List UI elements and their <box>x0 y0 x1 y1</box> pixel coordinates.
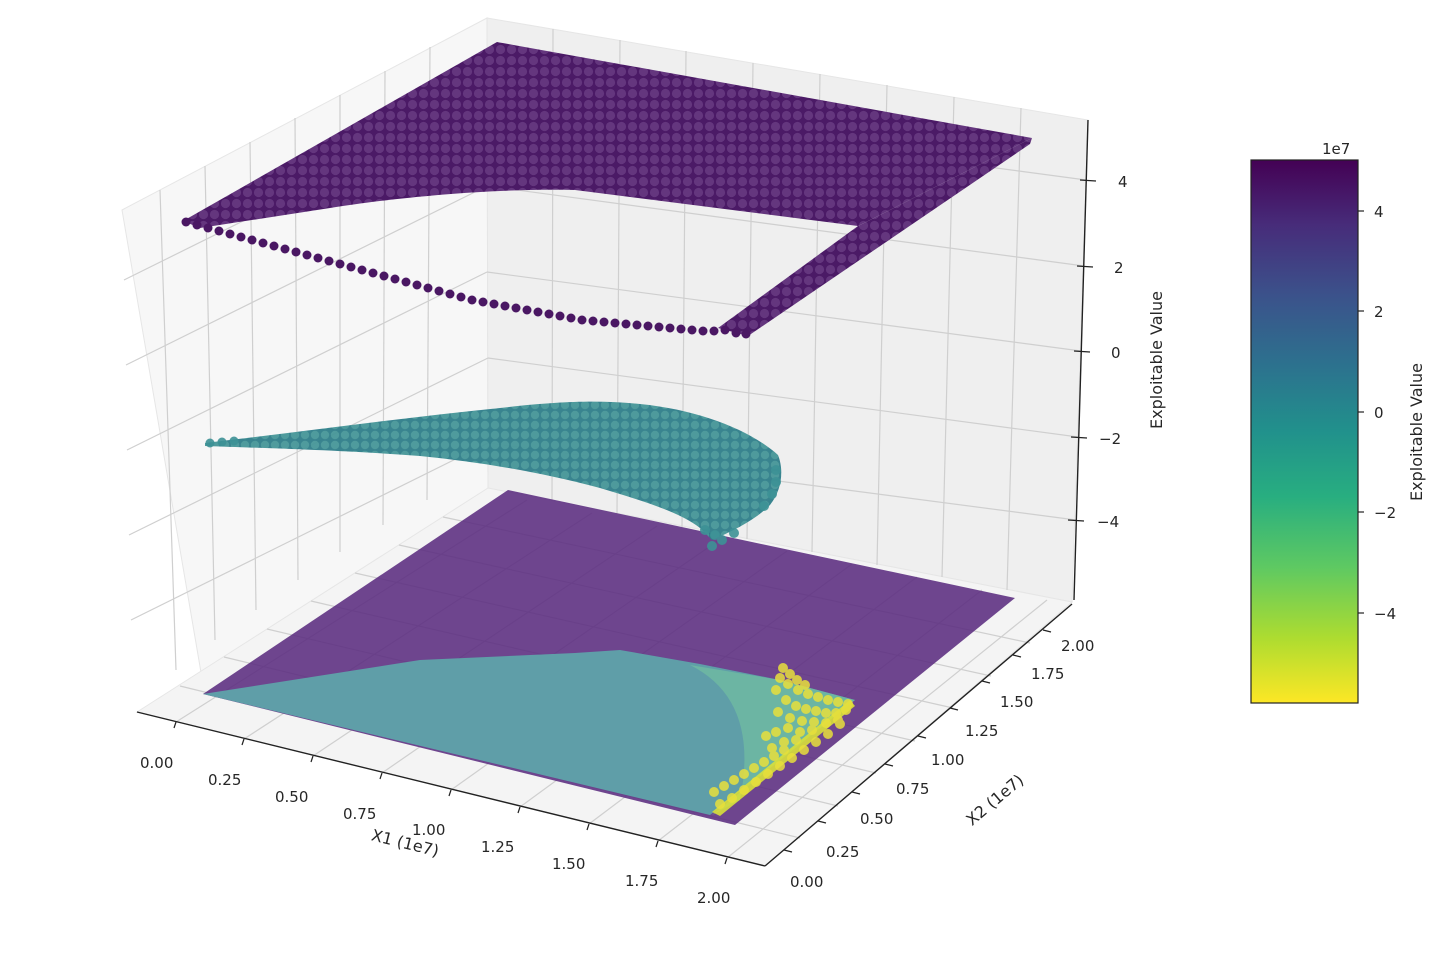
x2-axis-label: X2 (1e7) <box>962 770 1027 829</box>
z-ticks <box>1067 179 1097 522</box>
x1-tick-label: 0.00 <box>140 754 173 772</box>
colorbar-offset-text: 1e7 <box>1322 140 1350 158</box>
x2-tick-label: 0.25 <box>826 843 859 861</box>
colorbar: 1e7 4 2 0 −2 −4 Exploitable Value <box>1250 140 1426 704</box>
colorbar-label: Exploitable Value <box>1407 363 1426 501</box>
x1-tick-label: 0.50 <box>275 788 308 806</box>
teal-band-surface <box>205 401 782 540</box>
x2-tick-label: 1.25 <box>965 722 998 740</box>
x1-tick-label: 2.00 <box>697 889 730 907</box>
purple-plateau-surface <box>183 42 1032 228</box>
z-axis-label: Exploitable Value <box>1147 291 1166 429</box>
x2-tick-label: 1.00 <box>931 751 964 769</box>
x2-tick-label: 0.50 <box>860 810 893 828</box>
z-tick-label: 2 <box>1114 259 1124 277</box>
x2-tick-label: 0.00 <box>790 873 823 891</box>
x1-tick-labels: 0.00 0.25 0.50 0.75 1.00 1.25 1.50 1.75 … <box>140 754 730 907</box>
scatter-mid-teal <box>205 401 782 551</box>
colorbar-tick-label: 0 <box>1374 404 1384 422</box>
x2-tick-labels: 0.00 0.25 0.50 0.75 1.00 1.25 1.50 1.75 … <box>790 637 1094 891</box>
x2-tick-label: 2.00 <box>1061 637 1094 655</box>
z-tick-label: 0 <box>1111 344 1121 362</box>
purple-edge-row <box>181 217 751 339</box>
x2-axis-line <box>764 603 1073 867</box>
contour-green-region <box>690 665 855 815</box>
z-tick-labels: 4 2 0 −2 −4 <box>1097 173 1128 531</box>
x1-tick-label: 1.25 <box>481 838 514 856</box>
colorbar-tick-label: 2 <box>1374 303 1384 321</box>
x1-tick-label: 1.75 <box>625 872 658 890</box>
colorbar-tick-label: −4 <box>1374 605 1396 623</box>
x1-tick-label: 0.75 <box>343 805 376 823</box>
x2-tick-label: 1.50 <box>1000 693 1033 711</box>
x2-ticks <box>783 629 1052 853</box>
x1-tick-label: 0.25 <box>208 771 241 789</box>
colorbar-tick-label: 4 <box>1374 203 1384 221</box>
colorbar-tick-label: −2 <box>1374 504 1396 522</box>
x1-tick-label: 1.50 <box>552 855 585 873</box>
x2-tick-label: 0.75 <box>896 780 929 798</box>
purple-plateau-strip <box>718 138 1032 336</box>
x1-ticks <box>173 721 728 865</box>
colorbar-gradient <box>1250 159 1359 704</box>
x2-tick-label: 1.75 <box>1031 665 1064 683</box>
x1-axis-line <box>136 711 766 867</box>
z-tick-label: −4 <box>1097 513 1119 531</box>
contour-teal-region <box>203 650 855 815</box>
x1-tick-label: 1.00 <box>412 821 445 839</box>
z-tick-label: −2 <box>1099 430 1121 448</box>
z-tick-label: 4 <box>1118 173 1128 191</box>
scatter-high-purple <box>181 42 1032 339</box>
scatter-low-yellow <box>709 663 853 809</box>
